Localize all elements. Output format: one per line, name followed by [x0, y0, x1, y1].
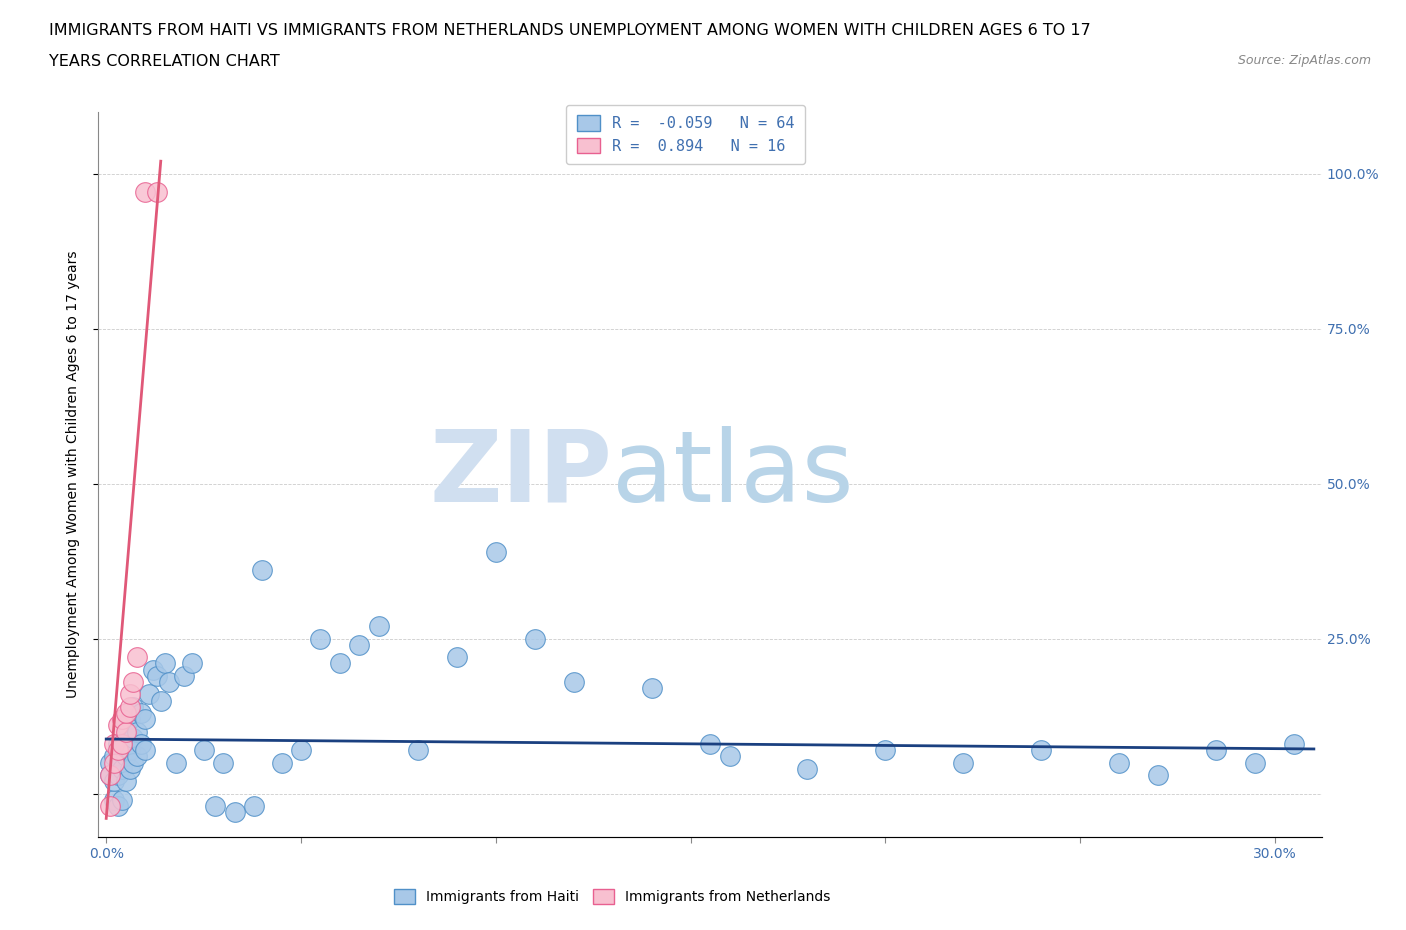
Point: [1205, 743, 1227, 758]
Point: [250, 563, 273, 578]
Point: [98, 767, 121, 782]
Point: [406, 743, 429, 758]
Point: [1108, 755, 1130, 770]
Point: [173, 669, 195, 684]
Point: [349, 637, 371, 652]
Point: [523, 631, 546, 646]
Point: [122, 730, 145, 745]
Point: [129, 706, 152, 721]
Point: [485, 544, 508, 559]
Point: [309, 631, 332, 646]
Point: [98, 767, 121, 782]
Point: [118, 699, 141, 714]
Point: [129, 737, 152, 751]
Point: [134, 711, 156, 726]
Point: [118, 743, 141, 758]
Point: [98, 799, 121, 814]
Point: [127, 650, 149, 665]
Point: [1147, 767, 1170, 782]
Point: [114, 749, 136, 764]
Point: [103, 774, 125, 789]
Point: [329, 656, 352, 671]
Point: [103, 792, 125, 807]
Legend: Immigrants from Haiti, Immigrants from Netherlands: Immigrants from Haiti, Immigrants from N…: [388, 884, 835, 910]
Point: [640, 681, 662, 696]
Point: [127, 749, 149, 764]
Text: atlas: atlas: [612, 426, 853, 523]
Point: [290, 743, 312, 758]
Point: [111, 711, 134, 726]
Point: [134, 185, 156, 200]
Point: [1031, 743, 1053, 758]
Point: [1244, 755, 1267, 770]
Point: [111, 737, 134, 751]
Point: [127, 724, 149, 739]
Point: [1284, 737, 1306, 751]
Point: [98, 755, 121, 770]
Point: [114, 774, 136, 789]
Point: [157, 674, 180, 689]
Point: [224, 804, 246, 819]
Point: [134, 743, 156, 758]
Point: [122, 674, 145, 689]
Point: [122, 699, 145, 714]
Point: [180, 656, 202, 671]
Point: [270, 755, 292, 770]
Point: [114, 718, 136, 733]
Point: [204, 799, 226, 814]
Point: [107, 767, 129, 782]
Point: [875, 743, 897, 758]
Text: ZIP: ZIP: [429, 426, 612, 523]
Point: [193, 743, 215, 758]
Y-axis label: Unemployment Among Women with Children Ages 6 to 17 years: Unemployment Among Women with Children A…: [66, 250, 80, 698]
Point: [107, 737, 129, 751]
Point: [118, 687, 141, 702]
Point: [107, 718, 129, 733]
Point: [107, 799, 129, 814]
Point: [367, 618, 389, 633]
Point: [153, 656, 176, 671]
Point: [122, 755, 145, 770]
Point: [111, 792, 134, 807]
Point: [165, 755, 187, 770]
Point: [212, 755, 235, 770]
Text: Source: ZipAtlas.com: Source: ZipAtlas.com: [1237, 54, 1371, 67]
Text: YEARS CORRELATION CHART: YEARS CORRELATION CHART: [49, 54, 280, 69]
Point: [699, 737, 721, 751]
Point: [118, 711, 141, 726]
Point: [146, 185, 169, 200]
Point: [103, 755, 125, 770]
Text: IMMIGRANTS FROM HAITI VS IMMIGRANTS FROM NETHERLANDS UNEMPLOYMENT AMONG WOMEN WI: IMMIGRANTS FROM HAITI VS IMMIGRANTS FROM…: [49, 23, 1091, 38]
Point: [243, 799, 266, 814]
Point: [796, 762, 818, 777]
Point: [111, 737, 134, 751]
Point: [142, 662, 165, 677]
Point: [562, 674, 585, 689]
Point: [107, 743, 129, 758]
Point: [118, 762, 141, 777]
Point: [114, 706, 136, 721]
Point: [138, 687, 160, 702]
Point: [149, 693, 172, 708]
Point: [103, 737, 125, 751]
Point: [146, 669, 169, 684]
Point: [103, 749, 125, 764]
Point: [114, 724, 136, 739]
Point: [446, 650, 468, 665]
Point: [952, 755, 974, 770]
Point: [111, 762, 134, 777]
Point: [718, 749, 741, 764]
